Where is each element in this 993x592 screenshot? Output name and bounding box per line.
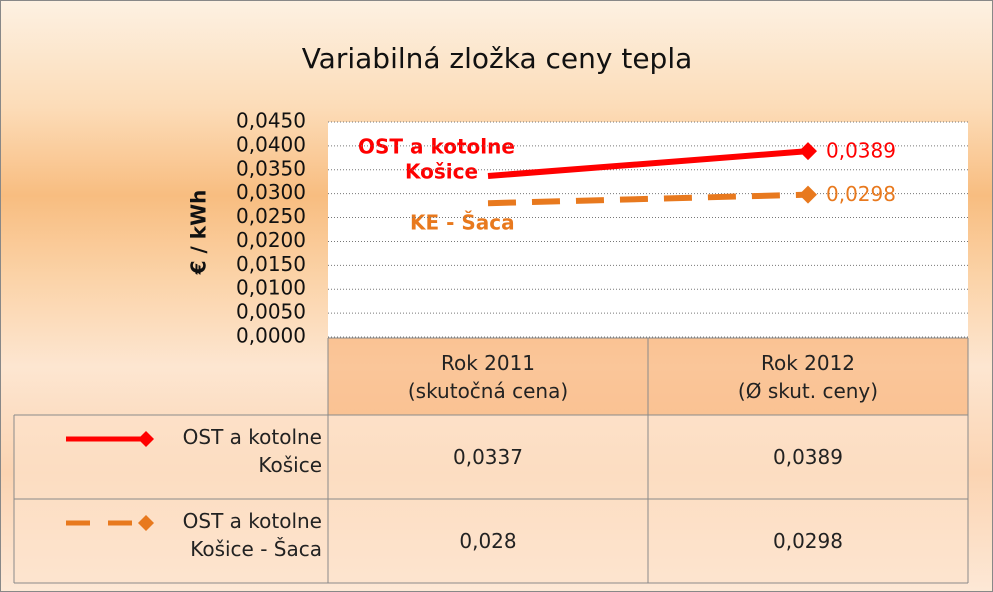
table-value: 0,0389 <box>773 445 843 469</box>
annotation: KE - Šaca <box>410 211 515 235</box>
y-tick-label: 0,0250 <box>236 204 306 228</box>
table-row-bg <box>14 499 968 583</box>
y-tick-label: 0,0000 <box>236 324 306 348</box>
y-tick-label: 0,0100 <box>236 276 306 300</box>
table-row-bg <box>14 415 968 499</box>
legend-marker <box>138 515 154 531</box>
y-tick-label: 0,0450 <box>236 109 306 133</box>
category-label: Rok 2012 (Ø skut. ceny) <box>737 350 879 403</box>
legend-entry: OST a kotolne Košice - Šaca <box>182 509 322 561</box>
point-marker <box>799 185 817 204</box>
y-tick-label: 0,0300 <box>236 180 306 204</box>
y-tick-label: 0,0050 <box>236 300 306 324</box>
annotation: OST a kotolne <box>358 135 515 159</box>
table-value: 0,0337 <box>453 445 523 469</box>
series-line <box>487 148 809 179</box>
data-label: 0,0389 <box>826 139 896 163</box>
point-marker <box>799 142 817 161</box>
y-tick-label: 0,0200 <box>236 228 306 252</box>
y-tick-label: 0,0150 <box>236 252 306 276</box>
data-label: 0,0298 <box>826 182 896 206</box>
y-tick-label: 0,0350 <box>236 156 306 180</box>
series-line <box>487 191 809 207</box>
annotation: Košice <box>405 160 478 184</box>
legend-entry: OST a kotolne Košice <box>182 425 322 477</box>
table-value: 0,0298 <box>773 529 843 553</box>
category-label: Rok 2011 (skutočná cena) <box>407 350 569 403</box>
table-value: 0,028 <box>459 529 517 553</box>
plot-area <box>328 122 968 338</box>
y-axis-label: € / kWh <box>187 190 211 276</box>
y-tick-label: 0,0400 <box>236 132 306 156</box>
legend-marker <box>138 431 154 447</box>
chart-title: Variabilná zložka ceny tepla <box>302 42 693 75</box>
